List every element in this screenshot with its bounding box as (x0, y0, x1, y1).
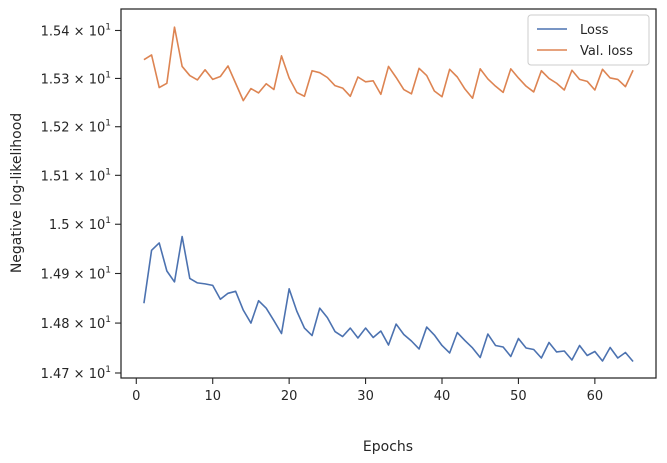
plot-area (120, 8, 657, 379)
legend-frame (527, 14, 650, 66)
y-tick-label: 1.52 × 101 (41, 119, 111, 136)
y-tick-label: 1.47 × 101 (41, 365, 111, 382)
x-tick-label: 60 (587, 389, 604, 404)
y-axis-label: Negative log-likelihood (9, 113, 25, 273)
y-tick-label: 1.5 × 101 (49, 216, 111, 233)
series-line-loss (143, 235, 634, 362)
y-tick-label: 1.48 × 101 (41, 315, 111, 332)
y-tick-label: 1.49 × 101 (41, 265, 111, 282)
y-axis-ticks: 1.47 × 101 1.48 × 101 1.49 × 101 1.5 × 101 1… (41, 22, 121, 382)
x-tick-label: 0 (132, 389, 140, 404)
series-line-val-loss (143, 26, 634, 102)
legend: Loss Val. loss (527, 14, 650, 66)
x-tick-label: 10 (204, 389, 221, 404)
legend-label-loss: Loss (580, 23, 609, 38)
series-lines (143, 26, 634, 362)
x-tick-label: 30 (357, 389, 374, 404)
y-tick-label: 1.54 × 101 (41, 22, 111, 39)
x-tick-label: 40 (434, 389, 451, 404)
x-axis-ticks: 0 10 20 30 40 50 60 (132, 378, 603, 404)
y-tick-label: 1.51 × 101 (41, 167, 111, 184)
x-axis-label: Epochs (363, 439, 413, 455)
legend-label-val-loss: Val. loss (580, 44, 633, 59)
x-tick-label: 50 (510, 389, 527, 404)
x-tick-label: 20 (281, 389, 298, 404)
y-tick-label: 1.53 × 101 (41, 70, 111, 87)
